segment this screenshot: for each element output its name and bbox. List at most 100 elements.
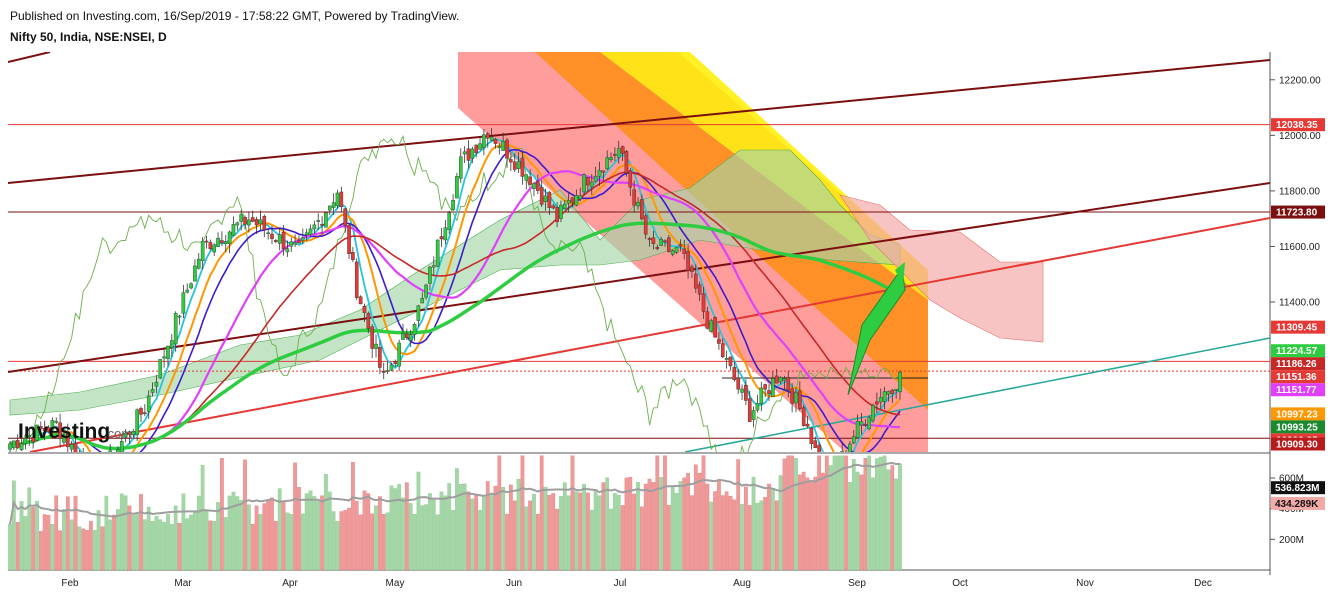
volume-bar — [535, 513, 540, 570]
volume-bar — [154, 516, 159, 570]
volume-bar — [258, 514, 263, 570]
candle — [105, 466, 108, 480]
candle — [277, 234, 282, 244]
volume-bar — [131, 514, 136, 570]
candle — [162, 356, 166, 359]
candle — [381, 371, 386, 373]
volume-bar — [50, 524, 55, 570]
candle — [208, 242, 213, 250]
volume-bar — [551, 493, 556, 570]
volume-bar — [227, 495, 232, 570]
candle — [231, 224, 236, 236]
volume-bar — [62, 509, 66, 570]
volume-bar — [331, 511, 336, 570]
candle — [462, 151, 467, 155]
volume-bar — [759, 500, 764, 570]
candle — [798, 390, 802, 410]
volume-bar — [38, 531, 43, 570]
candle — [613, 153, 617, 156]
candle — [489, 136, 494, 141]
volume-bar — [478, 510, 482, 570]
volume-bar — [640, 506, 644, 570]
candle — [713, 317, 717, 338]
candle — [412, 324, 417, 335]
volume-bar — [663, 455, 667, 570]
candle — [354, 261, 359, 298]
price-tag-label: 11723.80 — [1276, 208, 1318, 219]
candle — [385, 370, 390, 372]
volume-bar — [890, 465, 895, 570]
volume-bar — [193, 510, 197, 570]
candle — [805, 423, 810, 427]
volume-bar — [158, 519, 163, 570]
volume-bar — [705, 483, 710, 570]
volume-bar — [181, 493, 186, 570]
x-tick-label: Sep — [848, 578, 866, 589]
candle — [254, 219, 259, 226]
upper-trendline — [8, 59, 1270, 184]
candle — [717, 339, 721, 344]
candle — [497, 146, 502, 149]
volume-bar — [485, 481, 490, 570]
candle — [78, 458, 81, 462]
volume-bar — [755, 502, 760, 570]
candle — [493, 138, 498, 144]
candle — [393, 361, 398, 364]
volume-bar — [882, 455, 887, 570]
volume-bar — [420, 505, 425, 570]
candle — [512, 161, 517, 170]
volume-bar — [354, 500, 359, 570]
candle — [586, 177, 590, 186]
volume-bar — [408, 503, 413, 570]
volume-bar — [505, 513, 509, 570]
candle — [794, 392, 798, 404]
candle — [474, 144, 478, 153]
candle — [875, 401, 879, 405]
volume-bar — [185, 518, 190, 570]
volume-bar — [821, 472, 825, 570]
candle — [62, 435, 66, 443]
price-tag-bg — [1271, 205, 1325, 219]
candle — [408, 334, 413, 341]
volume-bar — [697, 472, 702, 570]
volume-bar — [520, 455, 525, 570]
candle — [262, 216, 267, 231]
volume-bar — [277, 488, 282, 570]
candle — [840, 450, 845, 452]
price-tick-label: 11400.00 — [1279, 298, 1320, 309]
volume-bar — [166, 514, 170, 570]
candle — [559, 204, 563, 219]
price-axis: 12200.00 12000.00 11800.00 11600.00 11400.00 — [1270, 75, 1321, 309]
price-tag-label: 10993.25 — [1276, 422, 1318, 433]
ema-slow — [9, 148, 901, 452]
volume-bar — [443, 495, 448, 570]
volume-bar — [177, 522, 182, 570]
volume-bar — [828, 465, 833, 570]
volume-bar — [223, 517, 228, 570]
sma-200 — [9, 221, 901, 451]
candle — [127, 431, 132, 436]
volume-bar — [636, 482, 640, 570]
candle — [266, 232, 270, 235]
volume-bar — [112, 514, 116, 570]
volume-bar — [73, 495, 78, 570]
price-tag-bg — [1271, 357, 1325, 371]
volume-bar — [293, 462, 297, 570]
candle — [744, 384, 748, 401]
candle — [27, 435, 32, 437]
candle — [628, 170, 633, 188]
investing-logo: Investing .com — [18, 420, 132, 443]
candle — [158, 359, 163, 379]
volume-bar — [474, 495, 479, 570]
volume-bar — [867, 455, 872, 570]
candle — [763, 384, 767, 390]
candle — [297, 240, 301, 244]
volume-bar — [482, 496, 486, 570]
volume-bar — [339, 511, 344, 570]
candle — [539, 187, 544, 205]
candle — [593, 175, 598, 182]
volume-bar — [717, 479, 721, 570]
volume-bar — [771, 487, 775, 570]
volume-bar — [404, 482, 409, 570]
